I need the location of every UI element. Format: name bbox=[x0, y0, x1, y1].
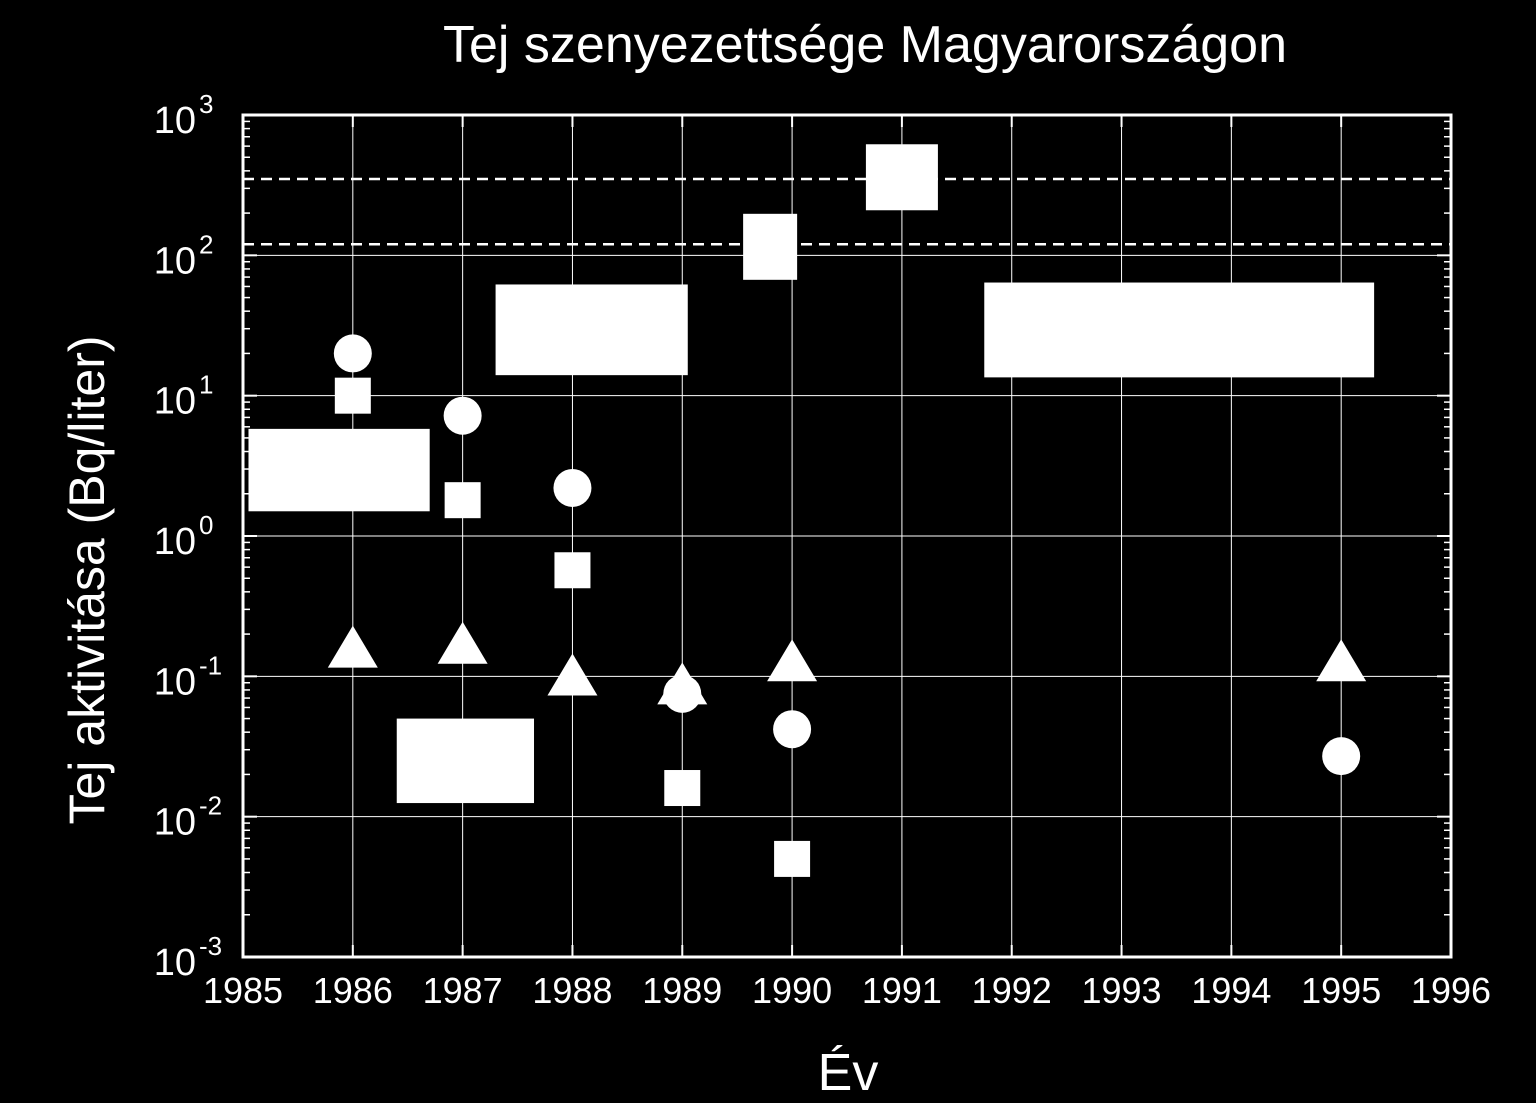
x-tick-label: 1992 bbox=[972, 970, 1052, 1011]
x-tick-label: 1996 bbox=[1411, 970, 1491, 1011]
x-tick-label: 1991 bbox=[862, 970, 942, 1011]
y-tick-label: 10 bbox=[154, 381, 196, 423]
range-box bbox=[396, 718, 535, 804]
large-square-point bbox=[865, 144, 938, 211]
x-tick-labels: 1985 1986 1987 1988 1989 1990 1991 1992 1993 1994… bbox=[203, 970, 1491, 1011]
y-tick-exponent: -2 bbox=[199, 791, 222, 821]
circle-point bbox=[553, 468, 592, 507]
data-marks bbox=[327, 144, 1367, 877]
y-tick-label: 10 bbox=[154, 802, 196, 844]
range-box bbox=[248, 428, 430, 512]
range-box bbox=[984, 282, 1375, 378]
x-tick-label: 1993 bbox=[1081, 970, 1161, 1011]
x-tick-label: 1986 bbox=[313, 970, 393, 1011]
triangle-point bbox=[327, 625, 378, 668]
triangle-point bbox=[1316, 639, 1367, 682]
triangle-point bbox=[437, 621, 488, 664]
x-tick-label: 1989 bbox=[642, 970, 722, 1011]
y-tick-exponent: 1 bbox=[199, 370, 213, 400]
y-tick-exponent: -3 bbox=[199, 931, 222, 961]
square-point bbox=[334, 377, 371, 414]
square-point bbox=[554, 552, 591, 589]
x-tick-label: 1985 bbox=[203, 970, 283, 1011]
x-axis-label: Év bbox=[818, 1044, 879, 1102]
grid bbox=[243, 115, 1451, 957]
reference-lines bbox=[243, 177, 1451, 246]
x-tick-label: 1995 bbox=[1301, 970, 1381, 1011]
y-tick-exponent: 2 bbox=[199, 229, 213, 259]
y-tick-label: 10 bbox=[154, 240, 196, 282]
y-tick-label: 10 bbox=[154, 661, 196, 703]
x-tick-label: 1988 bbox=[532, 970, 612, 1011]
y-tick-label: 10 bbox=[154, 942, 196, 984]
square-point bbox=[774, 840, 811, 877]
y-tick-label: 10 bbox=[154, 100, 196, 142]
triangle-point bbox=[657, 662, 708, 705]
x-tick-label: 1990 bbox=[752, 970, 832, 1011]
y-tick-label: 10 bbox=[154, 521, 196, 563]
triangle-point bbox=[547, 653, 598, 696]
circle-point bbox=[1322, 737, 1361, 776]
range-boxes bbox=[248, 282, 1375, 804]
x-tick-label: 1994 bbox=[1191, 970, 1271, 1011]
x-tick-label: 1987 bbox=[423, 970, 503, 1011]
square-point bbox=[444, 482, 481, 519]
y-tick-exponent: 3 bbox=[199, 89, 213, 119]
ticks bbox=[242, 114, 1452, 958]
large-square-point bbox=[743, 213, 798, 280]
circle-point bbox=[443, 396, 482, 435]
y-axis-label: Tej aktivitása (Bq/liter) bbox=[59, 335, 115, 824]
y-tick-exponent: 0 bbox=[199, 510, 213, 540]
triangle-point bbox=[767, 639, 818, 682]
square-point bbox=[664, 770, 701, 807]
range-box bbox=[495, 284, 688, 376]
chart-title: Tej szenyezettsége Magyarországon bbox=[443, 16, 1287, 74]
circle-point bbox=[773, 710, 812, 749]
circle-point bbox=[333, 334, 372, 373]
y-tick-exponent: -1 bbox=[199, 650, 222, 680]
